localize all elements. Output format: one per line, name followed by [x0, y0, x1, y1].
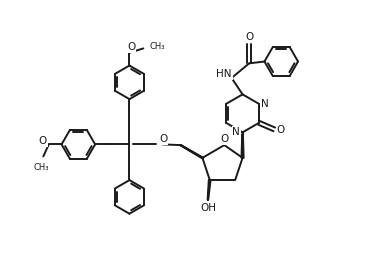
Text: N: N [232, 127, 240, 137]
Text: O: O [159, 134, 167, 144]
Text: CH₃: CH₃ [34, 163, 49, 172]
Text: O: O [221, 134, 229, 144]
Text: CH₃: CH₃ [150, 42, 165, 51]
Text: N: N [261, 99, 269, 109]
Text: HN: HN [216, 69, 232, 79]
Text: OH: OH [200, 203, 216, 213]
Text: O: O [127, 42, 135, 52]
Text: O: O [277, 125, 285, 135]
Text: O: O [38, 136, 47, 146]
Text: O: O [245, 32, 253, 42]
